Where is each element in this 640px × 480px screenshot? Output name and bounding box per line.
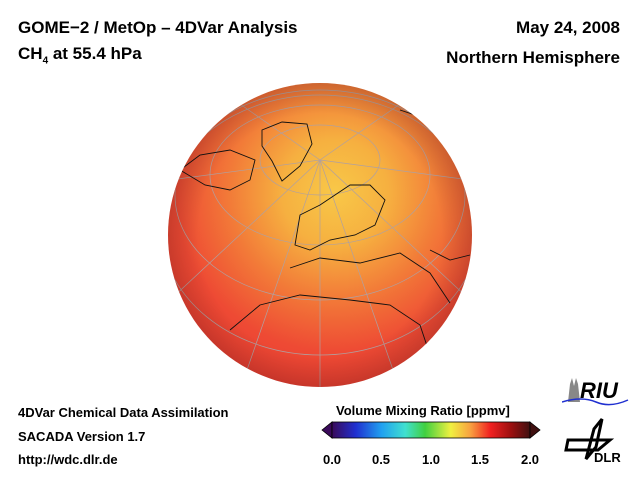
footer-version: SACADA Version 1.7 [18,429,146,444]
species: CH [18,44,43,63]
pressure-level: at 55.4 hPa [48,44,142,63]
globe-shade [168,83,472,387]
svg-text:DLR: DLR [594,450,621,465]
dlr-logo: DLR [564,415,624,470]
figure-subtitle: CH4 at 55.4 hPa [18,44,142,66]
species-subscript: 4 [42,55,49,67]
riu-logo: RIU [561,372,630,411]
riu-logo-graphic: RIU [561,378,629,406]
colorbar-tick: 0.0 [322,452,342,467]
footer-url[interactable]: http://wdc.dlr.de [18,452,118,467]
colorbar-tick: 0.5 [371,452,391,467]
dlr-logo-graphic: DLR [564,418,621,465]
date-label: May 24, 2008 [516,18,620,37]
colorbar [321,421,541,439]
colorbar-over-arrow [529,421,541,439]
colorbar-under-arrow [321,421,333,439]
colorbar-tick: 1.0 [421,452,441,467]
colorbar-tick: 2.0 [520,452,540,467]
footer-assimilation: 4DVar Chemical Data Assimilation [18,405,229,420]
region-label: Northern Hemisphere [446,48,620,67]
colorbar-title: Volume Mixing Ratio [ppmv] [336,403,510,418]
colorbar-gradient [331,421,531,439]
figure-title: GOME−2 / MetOp – 4DVar Analysis [18,18,298,37]
colorbar-tick: 1.5 [470,452,490,467]
